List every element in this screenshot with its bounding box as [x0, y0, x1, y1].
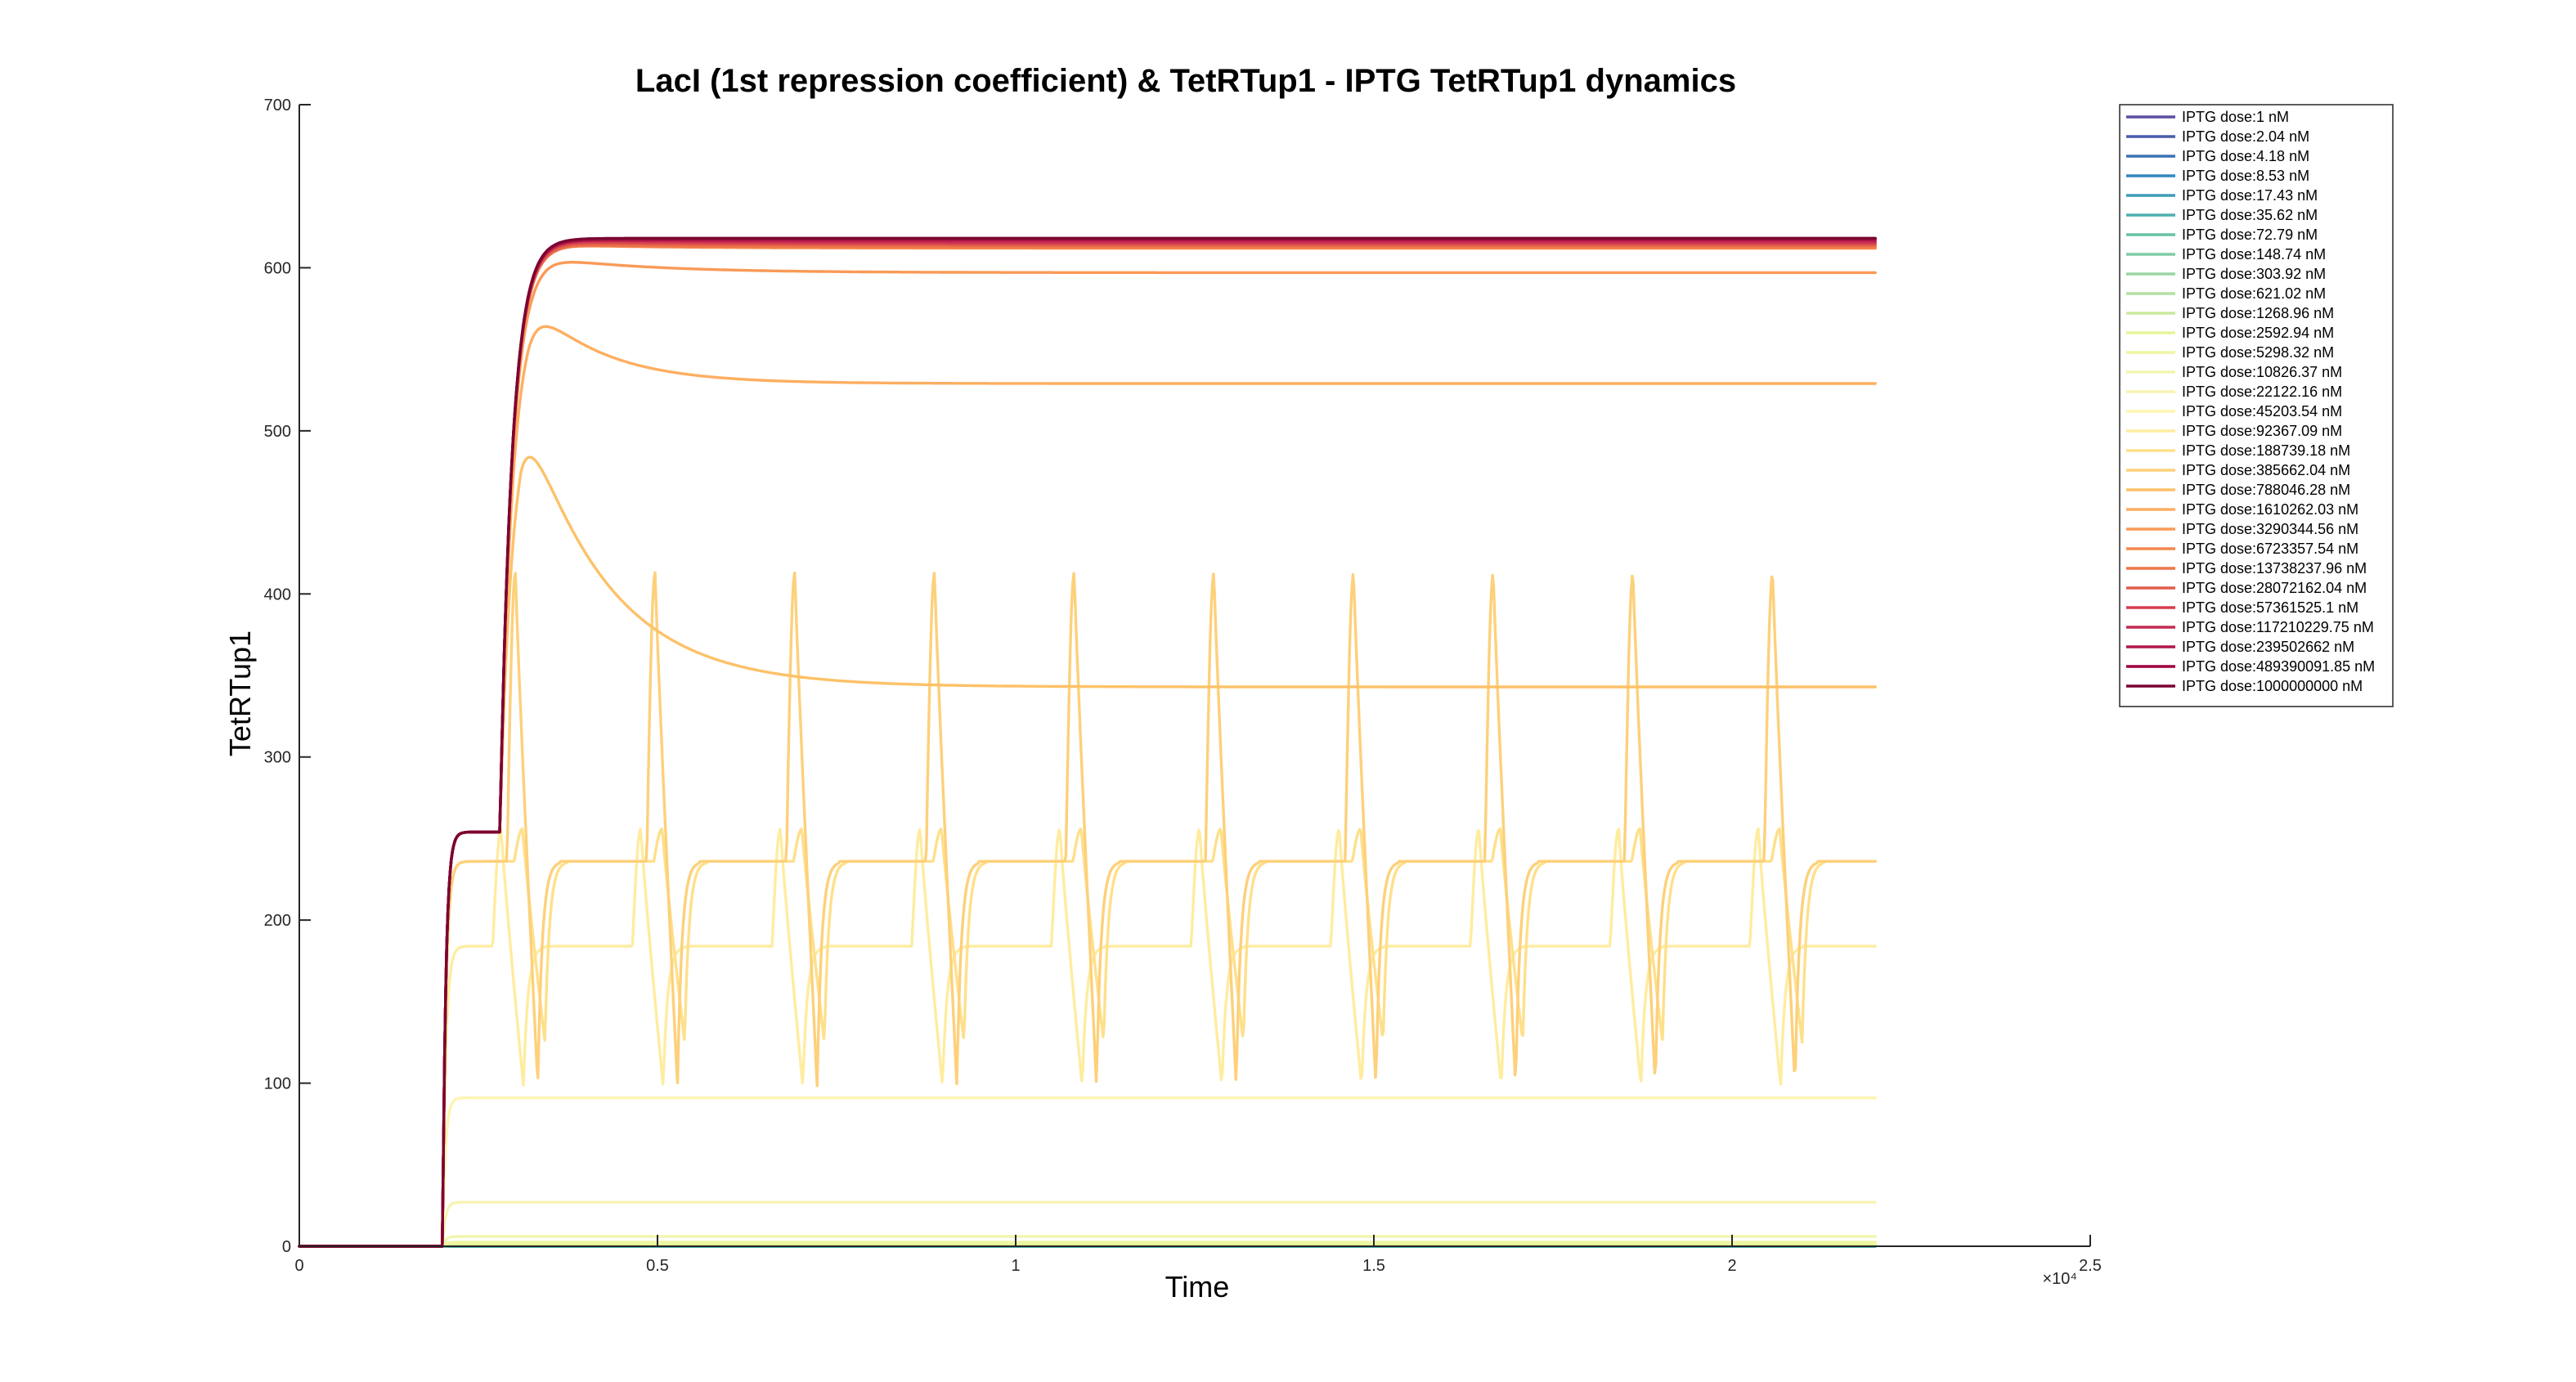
x-axis-title: Time	[1165, 1270, 1230, 1303]
legend: IPTG dose:1 nM IPTG dose:2.04 nM IPTG dose…	[2119, 104, 2394, 707]
legend-entry: IPTG dose:1610262.03 nM	[2182, 501, 2358, 518]
legend-entry: IPTG dose:10826.37 nM	[2182, 364, 2342, 380]
legend-entry: IPTG dose:3290344.56 nM	[2182, 521, 2358, 537]
series-line	[298, 1235, 1877, 1248]
legend-entry: IPTG dose:2.04 nM	[2182, 128, 2309, 145]
legend-entry: IPTG dose:17.43 nM	[2182, 187, 2318, 204]
legend-entry: IPTG dose:1000000000 nM	[2182, 678, 2363, 694]
series-line	[298, 236, 1877, 1248]
legend-entry: IPTG dose:4.18 nM	[2182, 148, 2309, 164]
legend-entry: IPTG dose:28072162.04 nM	[2182, 580, 2367, 596]
legend-entry: IPTG dose:489390091.85 nM	[2182, 658, 2375, 675]
x-tick-label: 1	[1011, 1257, 1020, 1275]
legend-entry: IPTG dose:45203.54 nM	[2182, 403, 2342, 420]
legend-entry: IPTG dose:148.74 nM	[2182, 246, 2326, 262]
legend-entry: IPTG dose:6723357.54 nM	[2182, 541, 2358, 557]
legend-entry: IPTG dose:92367.09 nM	[2182, 423, 2342, 439]
y-tick-label: 200	[264, 912, 291, 930]
series-line	[298, 827, 1877, 1248]
x-axis-exponent-label: ×10⁴	[2042, 1270, 2077, 1288]
legend-entry: IPTG dose:188739.18 nM	[2182, 442, 2350, 459]
legend-entry: IPTG dose:5298.32 nM	[2182, 344, 2334, 361]
y-tick-label: 500	[264, 423, 291, 441]
legend-entry: IPTG dose:1 nM	[2182, 109, 2289, 125]
series-line	[298, 240, 1877, 1248]
x-tick-label: 2	[1727, 1257, 1736, 1275]
y-tick-label: 300	[264, 749, 291, 767]
y-axis-ticks: 0 100 200 300 400 500 600 700	[264, 96, 311, 1256]
y-tick-label: 100	[264, 1075, 291, 1093]
legend-entry: IPTG dose:2592.94 nM	[2182, 325, 2334, 341]
series-line	[298, 244, 1877, 1248]
legend-entry: IPTG dose:303.92 nM	[2182, 266, 2326, 282]
series-line	[298, 571, 1877, 1248]
x-tick-label: 1.5	[1362, 1257, 1385, 1275]
plot-lines	[298, 236, 1877, 1248]
legend-entry: IPTG dose:8.53 nM	[2182, 168, 2309, 184]
series-line	[298, 1242, 1877, 1248]
legend-items: IPTG dose:1 nM IPTG dose:2.04 nM IPTG dose…	[2126, 109, 2375, 694]
y-tick-label: 0	[282, 1238, 291, 1256]
legend-entry: IPTG dose:385662.04 nM	[2182, 462, 2350, 478]
series-line	[298, 261, 1877, 1248]
x-tick-label: 0	[294, 1257, 303, 1275]
legend-entry: IPTG dose:1268.96 nM	[2182, 305, 2334, 321]
series-line	[298, 455, 1877, 1248]
legend-entry: IPTG dose:35.62 nM	[2182, 207, 2318, 223]
legend-entry: IPTG dose:72.79 nM	[2182, 227, 2318, 243]
x-axis-ticks: 0 0.5 1 1.5 2 2.5	[294, 1235, 2102, 1275]
legend-entry: IPTG dose:13738237.96 nM	[2182, 560, 2367, 577]
legend-entry: IPTG dose:239502662 nM	[2182, 639, 2354, 655]
legend-entry: IPTG dose:117210229.75 nM	[2182, 619, 2374, 635]
series-line	[298, 325, 1877, 1248]
chart-title: LacI (1st repression coefficient) & TetR…	[635, 63, 1736, 99]
series-line	[298, 1200, 1877, 1248]
x-tick-label: 0.5	[646, 1257, 669, 1275]
y-tick-label: 700	[264, 96, 291, 114]
series-line	[298, 1096, 1877, 1248]
legend-entry: IPTG dose:788046.28 nM	[2182, 482, 2350, 498]
series-line	[298, 1241, 1877, 1248]
legend-entry: IPTG dose:57361525.1 nM	[2182, 599, 2358, 616]
x-tick-label: 2.5	[2079, 1257, 2102, 1275]
axes-frame	[298, 105, 2090, 1247]
series-line	[298, 242, 1877, 1248]
y-tick-label: 400	[264, 586, 291, 604]
legend-entry: IPTG dose:22122.16 nM	[2182, 384, 2342, 400]
series-line	[298, 238, 1877, 1248]
y-tick-label: 600	[264, 259, 291, 277]
legend-entry: IPTG dose:621.02 nM	[2182, 285, 2326, 302]
y-axis-title: TetRTup1	[223, 630, 257, 756]
